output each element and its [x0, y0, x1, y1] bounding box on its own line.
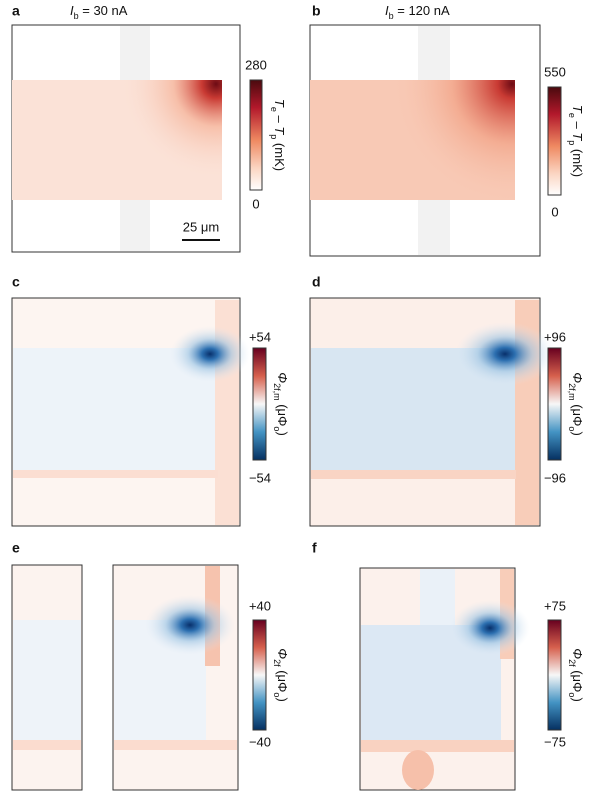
scale-bar-label: 25 μm: [183, 219, 219, 234]
text-part: Φ: [275, 648, 290, 659]
text-part: Φ: [570, 372, 585, 383]
text-part: = 120 nA: [394, 3, 450, 18]
map-e: [12, 565, 238, 790]
colorbar-label: Te – Tp (mK): [269, 99, 287, 171]
text-part: –: [570, 118, 585, 132]
text-part: Φ: [570, 648, 585, 659]
colorbar-max: 550: [544, 64, 566, 79]
text-part: ): [275, 697, 290, 701]
panel-title: Ib = 30 nA: [70, 3, 128, 21]
text-part: (μΦ: [570, 667, 585, 693]
colorbar-min: −96: [544, 470, 566, 485]
panel-label: e: [12, 540, 20, 556]
colorbar-min: 0: [551, 204, 558, 219]
panel-title: Ib = 120 nA: [385, 3, 450, 21]
colorbar-max: +75: [544, 598, 566, 613]
text-part: (μΦ: [275, 401, 290, 427]
colorbar-max: +40: [249, 598, 271, 613]
colorbar: [250, 80, 262, 190]
text-part: ): [570, 697, 585, 701]
map-c: [12, 298, 250, 526]
figure: a Ib = 30 nA 25 μm 280 0 Te – Tp (mK) b Ib = 12…: [0, 0, 592, 794]
text-part: ): [570, 431, 585, 435]
colorbar-min: −54: [249, 470, 271, 485]
panel-label: d: [312, 274, 321, 290]
map-b: [310, 25, 540, 256]
colorbar-label: Φ2f,m (μΦo): [272, 372, 290, 436]
colorbar-label: Φ2f (μΦo): [567, 648, 585, 702]
text-part: (mK): [570, 145, 585, 177]
map-f: [360, 568, 530, 790]
colorbar-max: +54: [249, 329, 271, 344]
colorbar-max: 280: [245, 57, 267, 72]
colorbar-min: 0: [252, 196, 259, 211]
text-part: Φ: [275, 372, 290, 383]
colorbar-max: +96: [544, 329, 566, 344]
text-part: = 30 nA: [79, 3, 128, 18]
text-part: (μΦ: [570, 401, 585, 427]
colorbar: [548, 87, 561, 195]
colorbar-label: Φ2f,m (μΦo): [567, 372, 585, 436]
panel-label: b: [312, 3, 321, 19]
panel-label: c: [12, 274, 20, 290]
map-d: [310, 298, 555, 526]
colorbar-min: −75: [544, 734, 566, 749]
text-part: –: [272, 112, 287, 126]
panel-label: f: [312, 540, 317, 556]
colorbar-label: Φ2f (μΦo): [272, 648, 290, 702]
colorbar: [548, 348, 561, 460]
colorbar-min: −40: [249, 734, 271, 749]
colorbar: [253, 620, 266, 730]
text-part: (mK): [272, 139, 287, 171]
colorbar: [253, 348, 266, 460]
text-part: ): [275, 431, 290, 435]
text-part: (μΦ: [275, 667, 290, 693]
colorbar-label: Te – Tp (mK): [567, 105, 585, 177]
text-part: 2f,m: [272, 383, 282, 401]
colorbar: [548, 620, 561, 730]
map-a: [12, 25, 240, 252]
text-part: 2f,m: [567, 383, 577, 401]
panel-label: a: [12, 3, 20, 19]
